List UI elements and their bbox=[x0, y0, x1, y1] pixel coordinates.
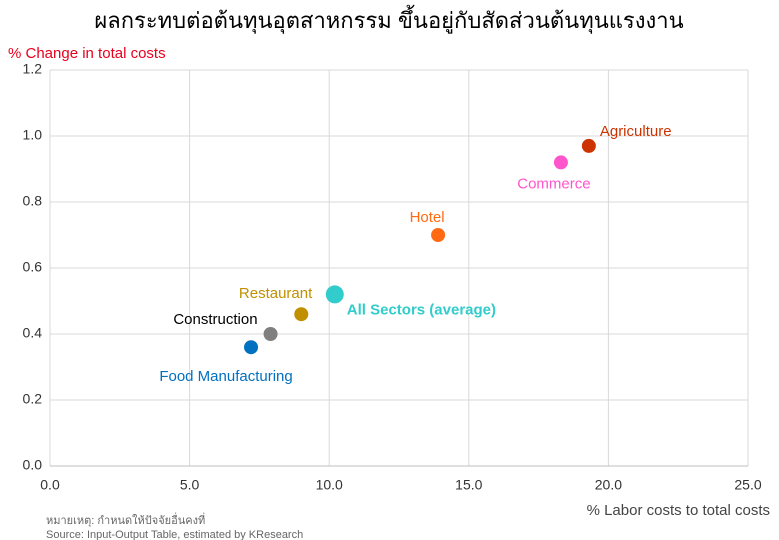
y-tick-label: 0.8 bbox=[23, 193, 43, 209]
point bbox=[263, 327, 278, 341]
point bbox=[431, 228, 446, 242]
source: Source: Input-Output Table, estimated by… bbox=[46, 529, 303, 540]
point bbox=[553, 155, 568, 170]
point-label: Hotel bbox=[410, 209, 445, 226]
point bbox=[244, 340, 259, 355]
point bbox=[581, 138, 596, 153]
point-label: Restaurant bbox=[239, 285, 313, 302]
x-tick-label: 15.0 bbox=[455, 477, 482, 493]
chart-title: ผลกระทบต่อต้นทุนอุตสาหกรรม ขึ้นอยู่กับสั… bbox=[94, 5, 683, 34]
x-tick-label: 0.0 bbox=[40, 477, 60, 493]
y-tick-label: 0.4 bbox=[23, 325, 43, 341]
y-tick-label: 0.2 bbox=[23, 391, 43, 407]
x-tick-label: 5.0 bbox=[180, 477, 200, 493]
y-tick-label: 0.6 bbox=[23, 259, 43, 275]
y-tick-label: 1.2 bbox=[23, 61, 43, 77]
point-label: All Sectors (average) bbox=[347, 301, 496, 318]
point-label: Agriculture bbox=[600, 123, 672, 140]
point-label: Commerce bbox=[517, 175, 590, 192]
y-tick-label: 0.0 bbox=[23, 457, 43, 473]
x-tick-label: 25.0 bbox=[734, 477, 761, 493]
point-label: Construction bbox=[173, 311, 257, 328]
y-axis-label: % Change in total costs bbox=[8, 45, 166, 62]
note: หมายเหตุ: กำหนดให้ปัจจัยอื่นคงที่ bbox=[46, 512, 205, 527]
x-axis-label: % Labor costs to total costs bbox=[587, 502, 770, 519]
point bbox=[294, 307, 309, 322]
point-label: Food Manufacturing bbox=[159, 368, 292, 385]
x-tick-label: 10.0 bbox=[316, 477, 343, 493]
x-tick-label: 20.0 bbox=[595, 477, 622, 493]
point bbox=[325, 285, 344, 304]
y-tick-label: 1.0 bbox=[23, 127, 43, 143]
